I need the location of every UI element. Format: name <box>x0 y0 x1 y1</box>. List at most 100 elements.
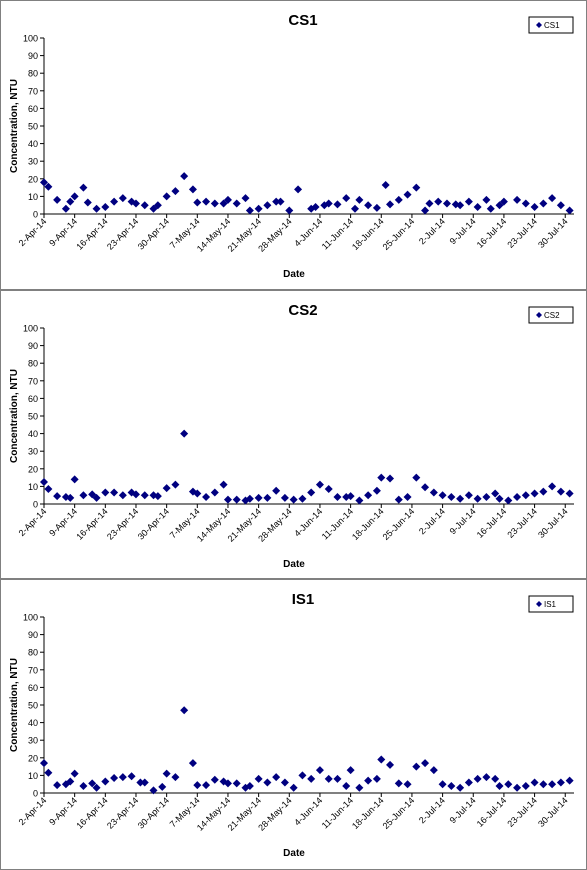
data-point <box>44 485 53 494</box>
data-point <box>364 491 373 500</box>
data-point <box>456 201 465 210</box>
data-point <box>280 778 289 787</box>
data-point <box>162 192 171 201</box>
data-point <box>70 769 79 778</box>
chart-title: CS1 <box>288 12 317 29</box>
y-tick-label: 80 <box>28 648 38 658</box>
data-point <box>131 199 140 208</box>
data-point <box>425 199 434 208</box>
data-point <box>70 475 79 484</box>
data-point <box>66 197 75 206</box>
data-point <box>79 183 88 192</box>
data-point <box>118 194 127 203</box>
legend-label: IS1 <box>544 600 557 609</box>
data-point <box>70 192 79 201</box>
data-point <box>421 483 430 492</box>
x-tick-label: 30-Jul-14 <box>536 506 570 540</box>
data-point <box>324 485 333 494</box>
data-point <box>377 755 386 764</box>
data-point <box>530 202 539 211</box>
data-point <box>40 178 48 187</box>
x-axis-label: Date <box>283 559 305 570</box>
data-point <box>101 202 110 211</box>
data-point <box>434 197 443 206</box>
x-tick-label: 16-Apr-14 <box>74 506 109 541</box>
data-point <box>394 495 403 504</box>
data-point <box>504 780 513 789</box>
x-tick-label: 2-Jul-14 <box>417 216 447 246</box>
y-tick-label: 100 <box>23 324 38 334</box>
y-tick-label: 20 <box>28 174 38 184</box>
data-point <box>491 489 500 498</box>
x-tick-label: 9-Jul-14 <box>448 506 478 536</box>
data-point <box>355 496 364 505</box>
y-tick-label: 40 <box>28 718 38 728</box>
data-point <box>491 774 500 783</box>
x-tick-label: 16-Apr-14 <box>74 795 109 830</box>
data-point <box>254 774 263 783</box>
y-tick-label: 10 <box>28 192 38 202</box>
legend-marker <box>536 22 542 28</box>
data-point <box>364 776 373 785</box>
y-tick-label: 40 <box>28 429 38 439</box>
data-point <box>447 781 456 790</box>
x-tick-label: 30-Jul-14 <box>536 216 570 250</box>
data-point <box>456 783 465 792</box>
data-point <box>44 768 53 777</box>
data-point <box>499 197 508 206</box>
chart-title: IS1 <box>292 591 315 608</box>
data-point <box>241 496 250 505</box>
data-point <box>210 488 219 497</box>
data-point <box>245 781 254 790</box>
data-point <box>171 773 180 782</box>
data-point <box>350 204 359 213</box>
data-point <box>324 774 333 783</box>
y-tick-label: 100 <box>23 613 38 623</box>
data-point <box>403 492 412 501</box>
data-point <box>473 774 482 783</box>
x-tick-label: 28-May-14 <box>256 506 293 543</box>
y-tick-label: 80 <box>28 359 38 369</box>
y-axis-label: Concentration, NTU <box>9 79 20 173</box>
legend-label: CS1 <box>544 21 560 30</box>
data-point <box>136 778 145 787</box>
chart-title: CS2 <box>288 302 317 319</box>
data-point <box>88 779 97 788</box>
x-tick-label: 9-Jul-14 <box>448 795 478 825</box>
data-point <box>486 204 495 213</box>
data-point <box>442 199 451 208</box>
y-tick-label: 90 <box>28 630 38 640</box>
data-point <box>412 762 421 771</box>
data-point <box>110 488 119 497</box>
data-point <box>232 495 241 504</box>
data-point <box>530 778 539 787</box>
chart-panel-cs1: CS1 0 10 20 30 40 50 60 70 80 90 100 2-Apr-14 9-Apr-1… <box>0 0 587 290</box>
data-point <box>372 774 381 783</box>
y-tick-label: 50 <box>28 122 38 132</box>
x-tick-label: 2-Jul-14 <box>417 795 447 825</box>
data-point <box>289 783 298 792</box>
data-point <box>61 204 70 213</box>
data-point <box>464 778 473 787</box>
x-tick-label: 30-Apr-14 <box>136 506 171 541</box>
data-point <box>171 480 180 489</box>
data-point <box>473 494 482 503</box>
y-tick-label: 60 <box>28 104 38 114</box>
data-point <box>294 185 303 194</box>
chart-panel-cs2: CS2 0 10 20 30 40 50 60 70 80 90 100 2-Apr-14 9-Apr-1… <box>0 290 587 579</box>
data-point <box>355 195 364 204</box>
data-point <box>40 759 48 768</box>
x-tick-label: 23-Apr-14 <box>105 216 140 251</box>
data-point <box>372 203 381 212</box>
data-point <box>473 202 482 211</box>
chart-cs2: CS201020304050607080901002-Apr-149-Apr-1… <box>9 302 574 570</box>
data-point <box>539 780 548 789</box>
data-point <box>245 206 254 215</box>
legend-label: CS2 <box>544 311 560 320</box>
x-tick-label: 11-Jun-14 <box>320 216 355 251</box>
y-axis-label: Concentration, NTU <box>9 658 20 752</box>
data-point <box>324 199 333 208</box>
data-point <box>92 493 101 502</box>
data-point <box>530 489 539 498</box>
data-point <box>333 492 342 501</box>
